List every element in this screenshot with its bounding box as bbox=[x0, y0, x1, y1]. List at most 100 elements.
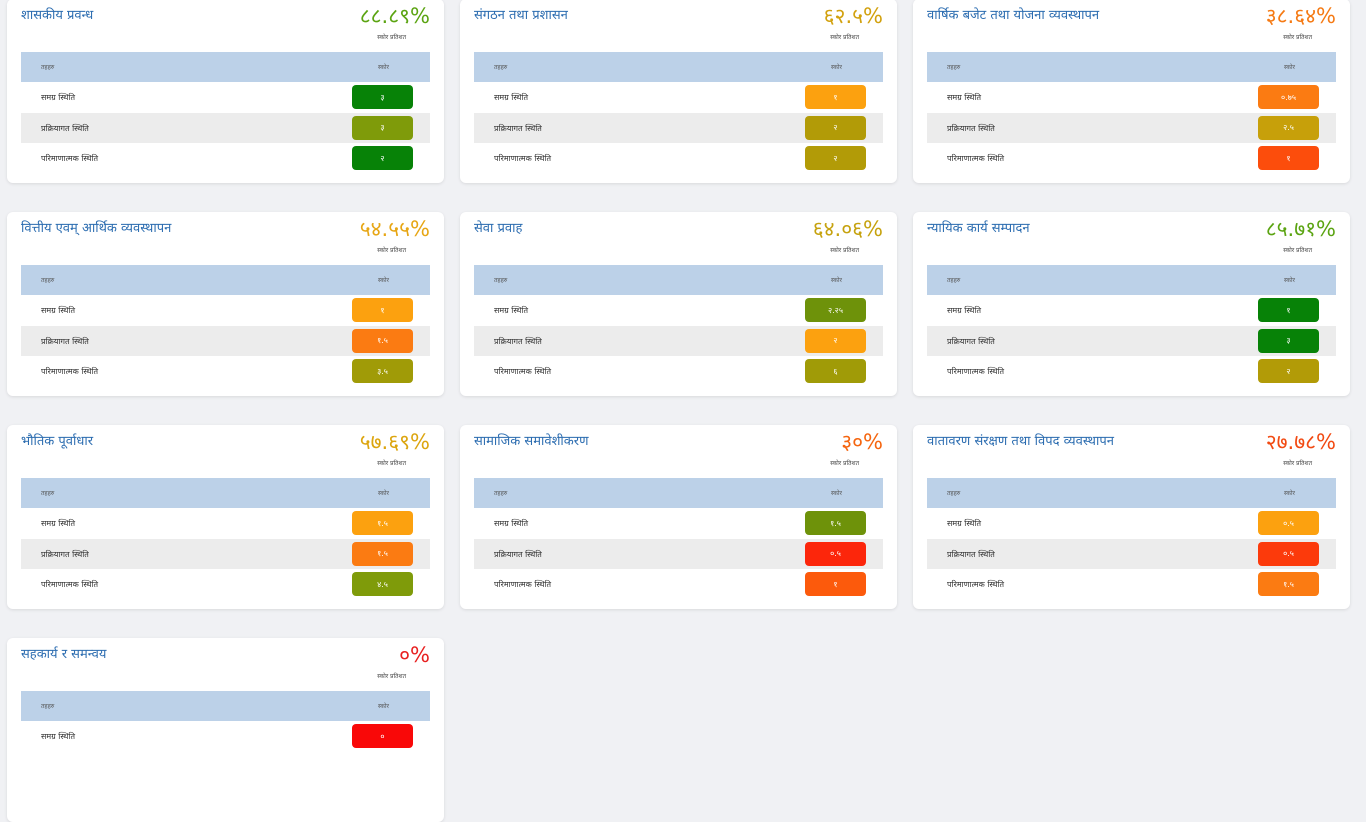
table-row: समग्र स्थिति ० bbox=[21, 721, 430, 752]
indicator-table: तहहरु स्कोर समग्र स्थिति २.२५ प्रक्रियाग… bbox=[474, 265, 883, 387]
row-label: समग्र स्थिति bbox=[947, 93, 982, 102]
score-card: शासकीय प्रवन्ध ८८.८९% स्कोर प्रतिशत तहहर… bbox=[7, 0, 444, 183]
score-badge: २ bbox=[1258, 359, 1319, 383]
card-title: वार्षिक बजेट तथा योजना व्यवस्थापन bbox=[927, 8, 1100, 23]
score-badge: १.५ bbox=[352, 541, 413, 566]
score-badge: ६ bbox=[805, 359, 866, 383]
table-row: प्रक्रियागत स्थिति ३ bbox=[21, 112, 430, 143]
indicator-table: तहहरु स्कोर समग्र स्थिति ३ प्रक्रियागत स… bbox=[21, 52, 430, 174]
score-badge: २.५ bbox=[1258, 115, 1319, 140]
score-badge: १.५ bbox=[805, 511, 866, 535]
row-label: परिमाणात्मक स्थिति bbox=[947, 154, 1005, 163]
score-percentage: ३०% bbox=[841, 430, 883, 454]
table-row: प्रक्रियागत स्थिति १.५ bbox=[21, 538, 430, 569]
row-label: परिमाणात्मक स्थिति bbox=[41, 154, 99, 163]
table-header: तहहरु स्कोर bbox=[927, 478, 1336, 508]
score-badge: ०.५ bbox=[805, 541, 866, 566]
indicator-table: तहहरु स्कोर समग्र स्थिति १ प्रक्रियागत स… bbox=[21, 265, 430, 387]
score-card: सेवा प्रवाह ६४.०६% स्कोर प्रतिशत तहहरु स… bbox=[460, 212, 897, 396]
table-row: प्रक्रियागत स्थिति ०.५ bbox=[474, 538, 883, 569]
score-caption: स्कोर प्रतिशत bbox=[1283, 460, 1312, 467]
table-header: तहहरु स्कोर bbox=[927, 52, 1336, 82]
column-header-indicator: तहहरु bbox=[494, 64, 508, 71]
table-row: प्रक्रियागत स्थिति ३ bbox=[927, 325, 1336, 356]
table-row: प्रक्रियागत स्थिति १.५ bbox=[21, 325, 430, 356]
row-label: प्रक्रियागत स्थिति bbox=[41, 123, 89, 133]
row-label: समग्र स्थिति bbox=[41, 306, 76, 315]
score-caption: स्कोर प्रतिशत bbox=[1283, 34, 1312, 41]
score-badge: १ bbox=[1258, 298, 1319, 322]
indicator-table: तहहरु स्कोर समग्र स्थिति १ प्रक्रियागत स… bbox=[474, 52, 883, 174]
column-header-score: स्कोर bbox=[831, 64, 842, 71]
row-label: प्रक्रियागत स्थिति bbox=[947, 549, 995, 559]
row-label: परिमाणात्मक स्थिति bbox=[947, 580, 1005, 589]
score-badge: ३.५ bbox=[352, 359, 413, 383]
table-header: तहहरु स्कोर bbox=[474, 478, 883, 508]
row-label: प्रक्रियागत स्थिति bbox=[494, 123, 542, 133]
table-row: परिमाणात्मक स्थिति १ bbox=[927, 143, 1336, 174]
score-card: न्यायिक कार्य सम्पादन ८५.७१% स्कोर प्रति… bbox=[913, 212, 1350, 396]
score-card: भौतिक पूर्वाधार ५७.६९% स्कोर प्रतिशत तहह… bbox=[7, 425, 444, 609]
indicator-table: तहहरु स्कोर समग्र स्थिति १ प्रक्रियागत स… bbox=[927, 265, 1336, 387]
score-badge: २ bbox=[805, 328, 866, 353]
table-row: प्रक्रियागत स्थिति ०.५ bbox=[927, 538, 1336, 569]
table-header: तहहरु स्कोर bbox=[474, 265, 883, 295]
score-percentage: ५७.६९% bbox=[359, 430, 430, 454]
card-title: वित्तीय एवम् आर्थिक व्यवस्थापन bbox=[21, 221, 172, 236]
table-row: परिमाणात्मक स्थिति २ bbox=[927, 356, 1336, 387]
indicator-table: तहहरु स्कोर समग्र स्थिति ०.७५ प्रक्रियाग… bbox=[927, 52, 1336, 174]
score-percentage: ५४.५५% bbox=[359, 217, 430, 241]
score-badge: ३ bbox=[352, 115, 413, 140]
score-badge: ३ bbox=[352, 85, 413, 109]
row-label: प्रक्रियागत स्थिति bbox=[947, 123, 995, 133]
score-badge: ० bbox=[352, 724, 413, 748]
score-badge: १ bbox=[1258, 146, 1319, 170]
score-percentage: ६४.०६% bbox=[812, 217, 883, 241]
table-row: समग्र स्थिति ०.५ bbox=[927, 508, 1336, 539]
table-row: परिमाणात्मक स्थिति ३.५ bbox=[21, 356, 430, 387]
table-row: समग्र स्थिति ०.७५ bbox=[927, 82, 1336, 113]
table-header: तहहरु स्कोर bbox=[21, 691, 430, 721]
table-row: समग्र स्थिति १ bbox=[474, 82, 883, 113]
score-caption: स्कोर प्रतिशत bbox=[830, 34, 859, 41]
score-badge: १.५ bbox=[352, 511, 413, 535]
column-header-score: स्कोर bbox=[378, 703, 389, 710]
column-header-score: स्कोर bbox=[831, 490, 842, 497]
indicator-table: तहहरु स्कोर समग्र स्थिति १.५ प्रक्रियागत… bbox=[474, 478, 883, 600]
row-label: प्रक्रियागत स्थिति bbox=[494, 336, 542, 346]
table-row: समग्र स्थिति ३ bbox=[21, 82, 430, 113]
column-header-indicator: तहहरु bbox=[494, 277, 508, 284]
score-badge: ०.७५ bbox=[1258, 85, 1319, 109]
score-card: वातावरण संरक्षण तथा विपद व्यवस्थापन २७.७… bbox=[913, 425, 1350, 609]
score-badge: २ bbox=[352, 146, 413, 170]
row-label: प्रक्रियागत स्थिति bbox=[494, 549, 542, 559]
table-row: प्रक्रियागत स्थिति २ bbox=[474, 325, 883, 356]
table-header: तहहरु स्कोर bbox=[21, 265, 430, 295]
row-label: समग्र स्थिति bbox=[494, 519, 529, 528]
score-card: वित्तीय एवम् आर्थिक व्यवस्थापन ५४.५५% स्… bbox=[7, 212, 444, 396]
score-card: वार्षिक बजेट तथा योजना व्यवस्थापन ३८.६४%… bbox=[913, 0, 1350, 183]
card-title: वातावरण संरक्षण तथा विपद व्यवस्थापन bbox=[927, 434, 1114, 449]
card-title: सामाजिक समावेशीकरण bbox=[474, 434, 589, 449]
score-card: सामाजिक समावेशीकरण ३०% स्कोर प्रतिशत तहह… bbox=[460, 425, 897, 609]
column-header-score: स्कोर bbox=[378, 277, 389, 284]
table-row: समग्र स्थिति १.५ bbox=[21, 508, 430, 539]
table-row: समग्र स्थिति १.५ bbox=[474, 508, 883, 539]
table-row: परिमाणात्मक स्थिति १.५ bbox=[927, 569, 1336, 600]
row-label: परिमाणात्मक स्थिति bbox=[41, 367, 99, 376]
row-label: परिमाणात्मक स्थिति bbox=[947, 367, 1005, 376]
table-header: तहहरु स्कोर bbox=[927, 265, 1336, 295]
table-row: परिमाणात्मक स्थिति २ bbox=[21, 143, 430, 174]
score-badge: ०.५ bbox=[1258, 511, 1319, 535]
row-label: प्रक्रियागत स्थिति bbox=[41, 336, 89, 346]
row-label: समग्र स्थिति bbox=[41, 93, 76, 102]
row-label: समग्र स्थिति bbox=[494, 306, 529, 315]
column-header-indicator: तहहरु bbox=[947, 277, 961, 284]
row-label: परिमाणात्मक स्थिति bbox=[494, 580, 552, 589]
table-header: तहहरु स्कोर bbox=[21, 478, 430, 508]
score-badge: १ bbox=[352, 298, 413, 322]
score-badge: २ bbox=[805, 146, 866, 170]
indicator-table: तहहरु स्कोर समग्र स्थिति ० bbox=[21, 691, 430, 752]
column-header-score: स्कोर bbox=[378, 64, 389, 71]
score-caption: स्कोर प्रतिशत bbox=[377, 460, 406, 467]
